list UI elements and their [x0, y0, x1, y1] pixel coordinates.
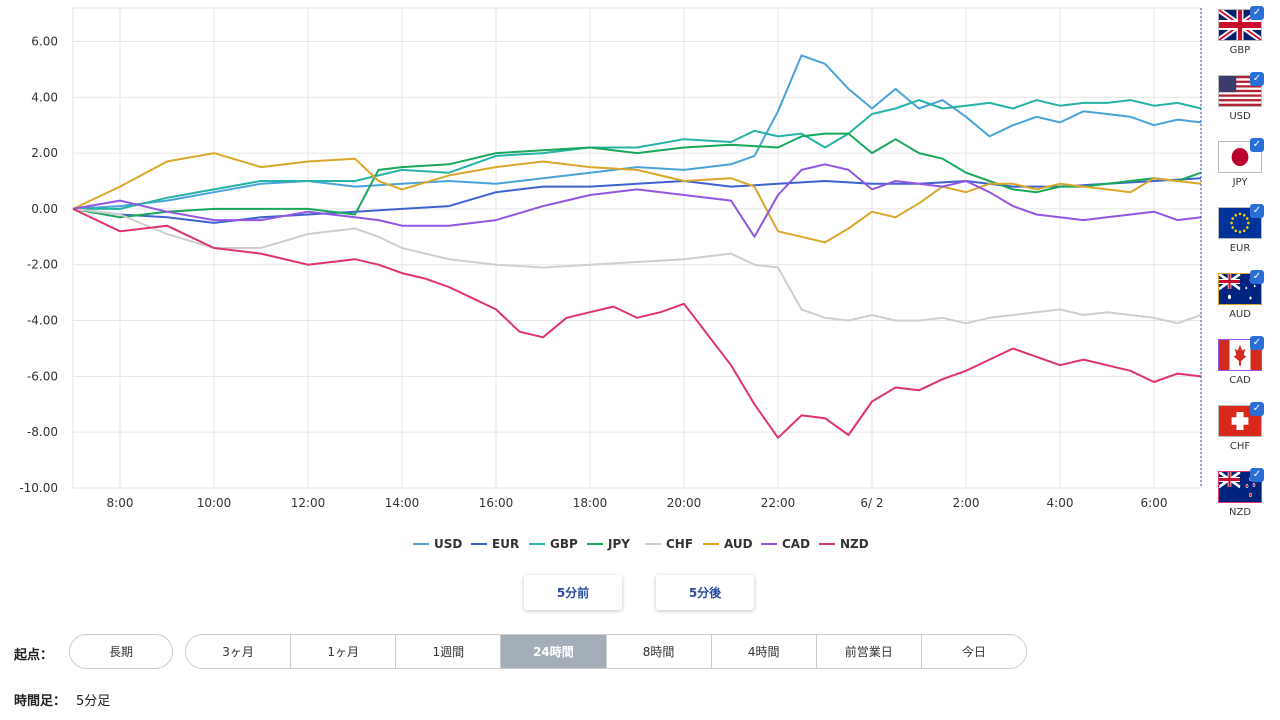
- period-long-button[interactable]: 長期: [69, 634, 173, 669]
- currency-toggle-usd[interactable]: ✓ USD: [1216, 72, 1264, 130]
- legend-label-gbp: GBP: [550, 537, 578, 551]
- x-axis-tick-labels: 8:00 10:00 12:00 14:00 16:00 18:00 20:00 22:00 6…: [107, 496, 1168, 510]
- timeframe-value: 5分足: [76, 694, 111, 709]
- series-line-aud: [72, 152, 1202, 244]
- currency-label: USD: [1229, 111, 1251, 122]
- currency-toggle-cad[interactable]: ✓ CAD: [1216, 336, 1264, 394]
- x-tick-label: 4:00: [1047, 496, 1074, 510]
- check-icon: ✓: [1250, 270, 1264, 284]
- y-axis-tick-labels: 6.00 4.00 2.00 0.00 -2.00 -4.00 -6.00 -8.00 -10.…: [19, 34, 58, 495]
- legend-label-aud: AUD: [724, 537, 753, 551]
- x-tick-label: 6/ 2: [860, 496, 883, 510]
- x-tick-label: 8:00: [107, 496, 134, 510]
- currency-toggle-gbp[interactable]: ✓ GBP: [1216, 6, 1264, 64]
- currency-label: AUD: [1229, 309, 1251, 320]
- currency-toggle-aud[interactable]: ✓ AUD: [1216, 270, 1264, 328]
- y-tick-label: -6.00: [27, 369, 58, 383]
- series-line-nzd: [72, 207, 1202, 439]
- currency-toggle-chf[interactable]: ✓ CHF: [1216, 402, 1264, 460]
- legend-label-jpy: JPY: [607, 537, 630, 551]
- series-line-gbp: [73, 99, 1202, 210]
- currency-label: NZD: [1228, 507, 1252, 518]
- currency-toggle-jpy[interactable]: ✓ JPY: [1216, 138, 1264, 196]
- y-tick-label: -4.00: [27, 314, 58, 328]
- start-point-label: 起点：: [14, 648, 54, 663]
- currency-label: CAD: [1229, 375, 1251, 386]
- period-3month-button[interactable]: 3ヶ月: [186, 635, 292, 668]
- x-tick-label: 2:00: [953, 496, 980, 510]
- currency-toggle-nzd[interactable]: ✓ NZD: [1216, 468, 1264, 526]
- x-tick-label: 22:00: [761, 496, 796, 510]
- us-flag-icon: [1218, 75, 1262, 107]
- x-tick-label: 20:00: [667, 496, 702, 510]
- x-tick-label: 14:00: [385, 496, 420, 510]
- check-icon: ✓: [1250, 204, 1264, 218]
- timeframe-row: 時間足： 5分足: [14, 690, 110, 709]
- period-24hour-button[interactable]: 24時間: [501, 635, 607, 668]
- check-icon: ✓: [1250, 402, 1264, 416]
- series-line-chf: [72, 207, 1202, 325]
- currency-strength-chart: 6.00 4.00 2.00 0.00 -2.00 -4.00 -6.00 -8.00 -10.…: [19, 7, 1202, 551]
- legend-label-usd: USD: [434, 537, 462, 551]
- y-tick-label: -10.00: [19, 481, 58, 495]
- x-tick-label: 10:00: [197, 496, 232, 510]
- currency-label: GBP: [1229, 45, 1251, 56]
- y-tick-label: -8.00: [27, 425, 58, 439]
- y-tick-label: 6.00: [31, 34, 58, 48]
- currency-label: JPY: [1232, 177, 1248, 188]
- y-tick-label: 2.00: [31, 146, 58, 160]
- series-line-cad: [72, 163, 1202, 238]
- period-4hour-button[interactable]: 4時間: [711, 635, 817, 668]
- timeframe-label: 時間足：: [14, 694, 67, 709]
- legend-label-eur: EUR: [492, 537, 519, 551]
- legend-label-nzd: NZD: [840, 537, 869, 551]
- check-icon: ✓: [1250, 6, 1264, 20]
- currency-label: EUR: [1229, 243, 1251, 254]
- chart-legend: USD EUR GBP JPY CHF AUD CAD NZD: [413, 537, 869, 551]
- check-icon: ✓: [1250, 72, 1264, 86]
- period-prev-business-day-button[interactable]: 前営業日: [816, 635, 922, 668]
- chart-series-lines: [72, 54, 1202, 439]
- legend-label-cad: CAD: [782, 537, 810, 551]
- y-tick-label: 4.00: [31, 90, 58, 104]
- y-tick-label: -2.00: [27, 258, 58, 272]
- gb-flag-icon: [1218, 9, 1262, 41]
- check-icon: ✓: [1250, 336, 1264, 350]
- series-line-usd: [72, 54, 1202, 210]
- legend-label-chf: CHF: [666, 537, 693, 551]
- x-tick-label: 12:00: [291, 496, 326, 510]
- currency-toggle-eur[interactable]: ✓ EUR: [1216, 204, 1264, 262]
- series-line-jpy: [72, 132, 1202, 219]
- series-line-eur: [72, 177, 1202, 224]
- period-1week-button[interactable]: 1週間: [396, 635, 502, 668]
- period-8hour-button[interactable]: 8時間: [606, 635, 712, 668]
- currency-sidebar: ✓ GBP ✓ USD ✓ JPY: [1203, 6, 1280, 518]
- currency-label: CHF: [1229, 441, 1251, 452]
- period-button-group: 3ヶ月 1ヶ月 1週間 24時間 8時間 4時間 前営業日 今日: [185, 634, 1027, 669]
- next-5min-button[interactable]: 5分後: [656, 575, 754, 610]
- check-icon: ✓: [1250, 468, 1264, 482]
- prev-5min-button[interactable]: 5分前: [524, 575, 622, 610]
- x-tick-label: 6:00: [1141, 496, 1168, 510]
- period-1month-button[interactable]: 1ヶ月: [291, 635, 397, 668]
- x-tick-label: 16:00: [479, 496, 514, 510]
- period-today-button[interactable]: 今日: [921, 635, 1026, 668]
- x-tick-label: 18:00: [573, 496, 608, 510]
- y-tick-label: 0.00: [31, 202, 58, 216]
- check-icon: ✓: [1250, 138, 1264, 152]
